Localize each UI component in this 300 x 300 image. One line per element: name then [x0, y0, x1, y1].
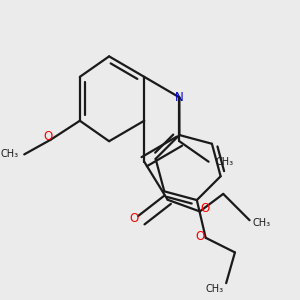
- Text: CH₃: CH₃: [206, 284, 224, 294]
- Text: CH₃: CH₃: [1, 149, 19, 159]
- Text: N: N: [175, 91, 184, 104]
- Text: O: O: [195, 230, 204, 243]
- Text: CH₃: CH₃: [216, 157, 234, 167]
- Text: O: O: [200, 202, 210, 215]
- Text: CH₃: CH₃: [252, 218, 270, 228]
- Text: O: O: [129, 212, 139, 225]
- Text: O: O: [43, 130, 52, 143]
